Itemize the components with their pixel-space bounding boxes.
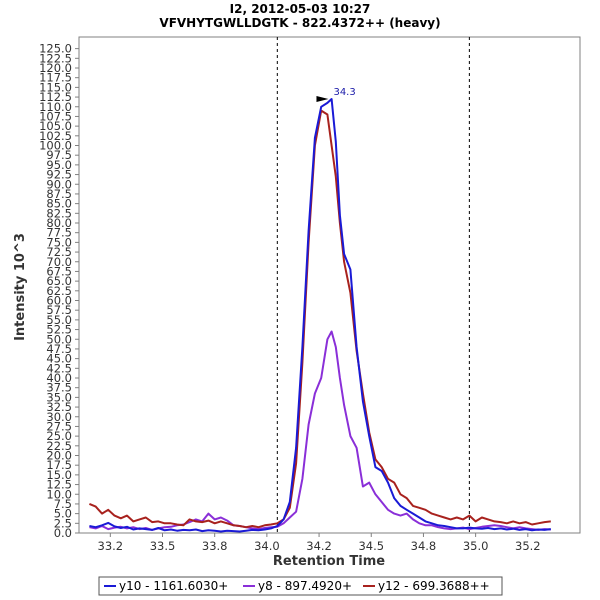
y-tick-label: 15.0: [46, 468, 72, 482]
x-axis: 33.2 33.5 33.8 34.0 34.2 34.5 34.8 35.0 35.2: [98, 533, 541, 553]
y-tick-label: 0.0: [54, 526, 72, 540]
y-tick-label: 120.0: [39, 61, 72, 75]
x-tick-label: 34.5: [358, 539, 384, 553]
y-tick-label: 67.5: [46, 264, 72, 278]
y-tick-label: 12.5: [46, 478, 72, 492]
y-tick-label: 60.0: [46, 294, 72, 308]
y-tick-label: 122.5: [39, 51, 72, 65]
series-lines: [89, 98, 551, 533]
y-tick-label: 27.5: [46, 419, 72, 433]
y-tick-label: 65.0: [46, 274, 72, 288]
x-axis-label: Retention Time: [273, 554, 385, 569]
x-tick-label: 34.2: [306, 539, 332, 553]
y-tick-label: 105.0: [39, 119, 72, 133]
y-tick-label: 90.0: [46, 177, 72, 191]
legend: y10 - 1161.6030+ y8 - 897.4920+ y12 - 699.…: [98, 576, 503, 596]
y-tick-label: 17.5: [46, 458, 72, 472]
y-tick-label: 25.0: [46, 429, 72, 443]
y-tick-label: 52.5: [46, 323, 72, 337]
y-tick-label: 32.5: [46, 400, 72, 414]
legend-box: [98, 576, 503, 596]
y-tick-label: 45.0: [46, 352, 72, 366]
peak-marker: [316, 96, 329, 102]
y-tick-label: 77.5: [46, 226, 72, 240]
y-tick-label: 75.0: [46, 235, 72, 249]
y-tick-label: 110.0: [39, 100, 72, 114]
y-tick-label: 5.0: [54, 507, 72, 521]
y-tick-label: 112.5: [39, 90, 72, 104]
y-tick-label: 47.5: [46, 342, 72, 356]
y-tick-label: 72.5: [46, 245, 72, 259]
y-axis: 0.02.55.07.510.012.515.017.520.022.525.0…: [39, 42, 79, 540]
peak-boundaries: [276, 37, 470, 533]
y-tick-label: 20.0: [46, 449, 72, 463]
y-tick-label: 87.5: [46, 187, 72, 201]
chart-subtitle: VFVHYTGWLLDGTK - 822.4372++ (heavy): [159, 16, 440, 30]
y-tick-label: 22.5: [46, 439, 72, 453]
y-tick-label: 57.5: [46, 303, 72, 317]
y-tick-label: 97.5: [46, 148, 72, 162]
y-tick-label: 7.5: [54, 497, 72, 511]
y-tick-label: 117.5: [39, 71, 72, 85]
x-tick-label: 34.0: [254, 539, 280, 553]
series-line-0: [89, 98, 551, 533]
y-tick-label: 55.0: [46, 313, 72, 327]
x-tick-label: 33.2: [98, 539, 124, 553]
x-tick-label: 33.8: [202, 539, 228, 553]
legend-label-0: y10 - 1161.6030+: [119, 579, 228, 593]
peak-label: 34.3: [333, 87, 355, 98]
x-tick-label: 35.0: [463, 539, 489, 553]
y-tick-label: 85.0: [46, 197, 72, 211]
y-tick-label: 107.5: [39, 109, 72, 123]
y-tick-label: 62.5: [46, 284, 72, 298]
y-tick-label: 80.0: [46, 216, 72, 230]
y-tick-label: 95.0: [46, 158, 72, 172]
legend-label-2: y12 - 699.3688++: [378, 579, 490, 593]
x-tick-label: 33.5: [150, 539, 176, 553]
chart-title: I2, 2012-05-03 10:27: [230, 2, 371, 16]
y-tick-label: 37.5: [46, 381, 72, 395]
y-tick-label: 40.0: [46, 371, 72, 385]
y-tick-label: 82.5: [46, 206, 72, 220]
y-tick-label: 30.0: [46, 410, 72, 424]
plot-area: [78, 36, 581, 534]
y-tick-label: 102.5: [39, 129, 72, 143]
series-line-2: [89, 109, 551, 529]
y-tick-label: 10.0: [46, 487, 72, 501]
x-tick-label: 34.8: [411, 539, 437, 553]
x-tick-label: 35.2: [515, 539, 541, 553]
y-tick-label: 35.0: [46, 390, 72, 404]
legend-label-1: y8 - 897.4920+: [258, 579, 352, 593]
y-tick-label: 50.0: [46, 332, 72, 346]
y-tick-label: 115.0: [39, 80, 72, 94]
y-tick-label: 100.0: [39, 139, 72, 153]
y-tick-label: 42.5: [46, 361, 72, 375]
y-tick-label: 92.5: [46, 168, 72, 182]
y-axis-label: Intensity 10^3: [13, 233, 28, 341]
y-tick-label: 125.0: [39, 42, 72, 56]
y-tick-label: 2.5: [54, 516, 72, 530]
peak-annotation: 34.3: [316, 87, 356, 102]
y-tick-label: 70.0: [46, 255, 72, 269]
